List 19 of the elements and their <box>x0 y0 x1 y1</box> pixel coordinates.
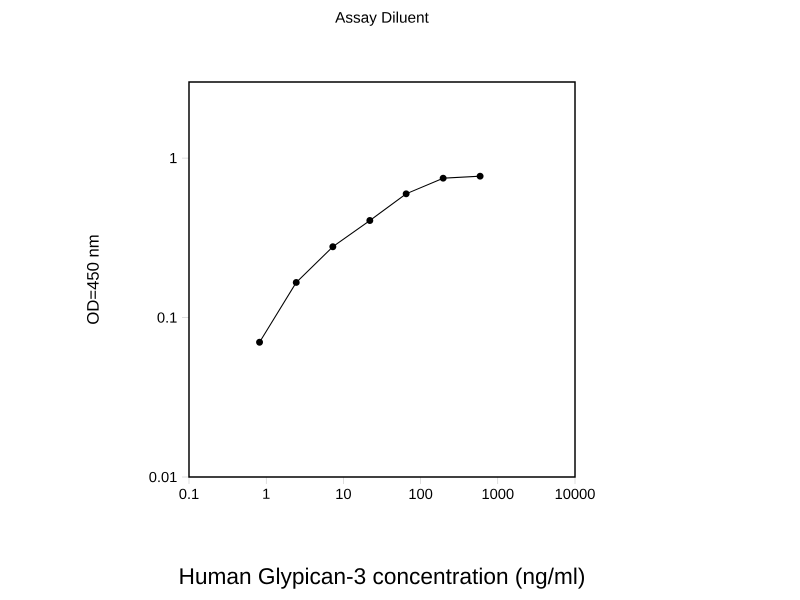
y-tick-label: 1 <box>170 153 177 164</box>
point <box>329 243 336 250</box>
point <box>440 174 447 182</box>
point <box>292 278 300 286</box>
x-tick-label: 10 <box>336 488 351 500</box>
x-tick-label: 1000 <box>482 488 514 500</box>
y-tick-label: 0.1 <box>157 312 177 323</box>
point <box>402 190 410 198</box>
y-axis-title: OD=450 nm <box>86 235 99 324</box>
x-tick-label: 100 <box>409 488 432 500</box>
x-tick-label: 10000 <box>556 488 595 500</box>
y-tick-label: 0.01 <box>149 472 177 482</box>
x-tick-label: 1 <box>263 488 270 499</box>
chart-title: Assay Diluent <box>335 12 429 26</box>
x-axis-title: Human Glypican-3 concentration (ng/ml) <box>180 568 584 589</box>
point <box>476 172 484 180</box>
point <box>366 217 374 224</box>
x-tick-label: 0.1 <box>179 488 198 500</box>
point <box>256 338 264 346</box>
